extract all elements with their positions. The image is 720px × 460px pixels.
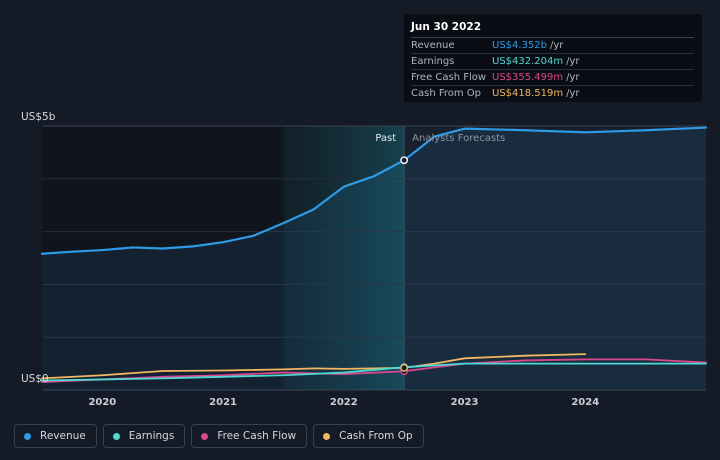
- tooltip-value: US$418.519m: [492, 88, 564, 99]
- legend-label: Revenue: [40, 430, 86, 442]
- series-line-cash-from-op: [41, 353, 587, 380]
- hover-tooltip: Jun 30 2022 Revenue US$4.352b /yr Earnin…: [404, 14, 702, 102]
- legend-dot-icon: [112, 432, 120, 440]
- chart-legend: Revenue Earnings Free Cash Flow Cash Fro…: [14, 424, 424, 448]
- legend-dot-icon: [201, 432, 209, 440]
- series-line-revenue: [40, 126, 708, 255]
- tooltip-unit: /yr: [566, 56, 580, 67]
- x-tick-label: 2022: [330, 397, 358, 408]
- legend-label: Earnings: [128, 430, 175, 442]
- tooltip-unit: /yr: [566, 72, 580, 83]
- legend-dot-icon: [24, 432, 31, 440]
- series-line-free-cash-flow: [41, 358, 707, 383]
- legend-item-earnings[interactable]: Earnings: [102, 424, 186, 448]
- legend-item-free-cash-flow[interactable]: Free Cash Flow: [191, 424, 308, 448]
- tooltip-label: Revenue: [411, 40, 455, 51]
- tooltip-label: Earnings: [411, 56, 455, 67]
- tooltip-row-revenue: Revenue US$4.352b /yr: [411, 38, 694, 54]
- data-point-revenue: [400, 156, 409, 165]
- tooltip-value: US$355.499m: [492, 72, 564, 83]
- x-tick-label: 2023: [451, 397, 479, 408]
- tooltip-label: Cash From Op: [411, 88, 482, 99]
- legend-label: Free Cash Flow: [217, 430, 297, 442]
- tooltip-date: Jun 30 2022: [411, 20, 694, 38]
- revenue-area: [42, 127, 706, 391]
- legend-dot-icon: [323, 432, 331, 440]
- y-axis-max-label: US$5b: [21, 111, 56, 123]
- tooltip-row-cash-from-op: Cash From Op US$418.519m /yr: [411, 86, 694, 101]
- x-tick-label: 2020: [88, 397, 116, 408]
- tooltip-value: US$432.204m: [492, 56, 564, 67]
- past-label: Past: [375, 133, 396, 144]
- tooltip-value: US$4.352b: [492, 40, 548, 51]
- data-point-cash-from-op: [400, 364, 409, 372]
- x-tick-label: 2021: [209, 397, 237, 408]
- series-line-earnings: [41, 362, 707, 382]
- y-axis-zero-label: US$0: [21, 373, 49, 385]
- legend-item-revenue[interactable]: Revenue: [14, 424, 97, 448]
- forecast-region: [404, 126, 706, 390]
- tooltip-unit: /yr: [550, 40, 564, 51]
- forecast-label: Analysts Forecasts: [412, 133, 505, 144]
- tooltip-row-earnings: Earnings US$432.204m /yr: [411, 54, 694, 70]
- tooltip-label: Free Cash Flow: [411, 72, 487, 83]
- legend-label: Cash From Op: [339, 430, 413, 442]
- x-tick-label: 2024: [571, 397, 599, 408]
- legend-item-cash-from-op[interactable]: Cash From Op: [313, 424, 424, 448]
- tooltip-unit: /yr: [566, 88, 580, 99]
- tooltip-row-free-cash-flow: Free Cash Flow US$355.499m /yr: [411, 70, 694, 86]
